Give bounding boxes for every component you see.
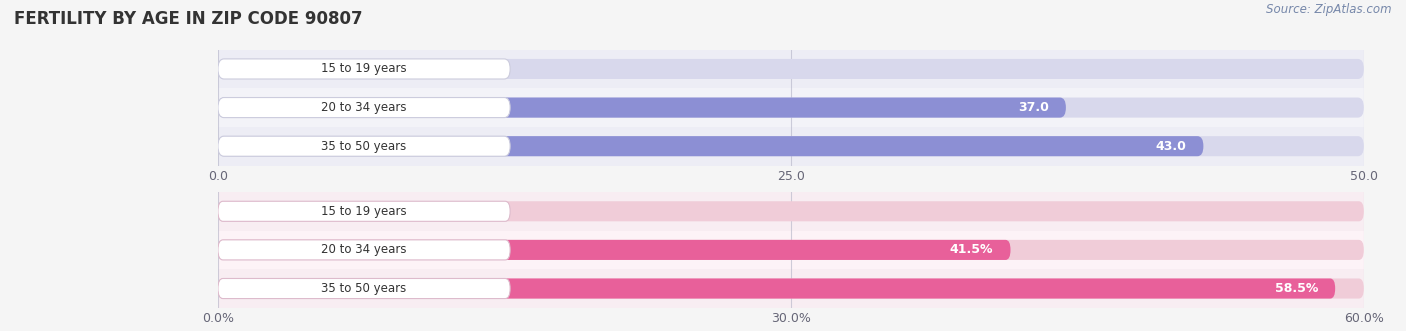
FancyBboxPatch shape: [218, 98, 1066, 118]
FancyBboxPatch shape: [218, 136, 1204, 156]
Bar: [218, 231, 1364, 269]
Text: 0.0: 0.0: [281, 63, 301, 75]
Bar: [218, 192, 1364, 231]
FancyBboxPatch shape: [218, 59, 264, 79]
FancyBboxPatch shape: [218, 59, 510, 79]
FancyBboxPatch shape: [218, 201, 510, 221]
Text: 43.0: 43.0: [1156, 140, 1187, 153]
FancyBboxPatch shape: [218, 59, 1364, 79]
Bar: [218, 50, 1364, 88]
Text: 15 to 19 years: 15 to 19 years: [321, 63, 406, 75]
Text: 58.5%: 58.5%: [1275, 282, 1317, 295]
Text: 20 to 34 years: 20 to 34 years: [322, 101, 406, 114]
Text: 41.5%: 41.5%: [950, 243, 993, 257]
Text: FERTILITY BY AGE IN ZIP CODE 90807: FERTILITY BY AGE IN ZIP CODE 90807: [14, 10, 363, 28]
Text: 0.0%: 0.0%: [281, 205, 314, 218]
FancyBboxPatch shape: [218, 136, 1364, 156]
Text: 20 to 34 years: 20 to 34 years: [322, 243, 406, 257]
Text: 37.0: 37.0: [1018, 101, 1049, 114]
Bar: [218, 88, 1364, 127]
Text: Source: ZipAtlas.com: Source: ZipAtlas.com: [1267, 3, 1392, 16]
FancyBboxPatch shape: [218, 278, 1336, 299]
FancyBboxPatch shape: [218, 240, 510, 260]
FancyBboxPatch shape: [218, 201, 1364, 221]
Text: 35 to 50 years: 35 to 50 years: [322, 140, 406, 153]
FancyBboxPatch shape: [218, 278, 510, 299]
FancyBboxPatch shape: [218, 136, 510, 156]
FancyBboxPatch shape: [218, 240, 1011, 260]
Text: 15 to 19 years: 15 to 19 years: [321, 205, 406, 218]
FancyBboxPatch shape: [218, 201, 264, 221]
Bar: [218, 127, 1364, 166]
Bar: [218, 269, 1364, 308]
FancyBboxPatch shape: [218, 240, 1364, 260]
FancyBboxPatch shape: [218, 278, 1364, 299]
Text: 35 to 50 years: 35 to 50 years: [322, 282, 406, 295]
FancyBboxPatch shape: [218, 98, 510, 118]
FancyBboxPatch shape: [218, 98, 1364, 118]
